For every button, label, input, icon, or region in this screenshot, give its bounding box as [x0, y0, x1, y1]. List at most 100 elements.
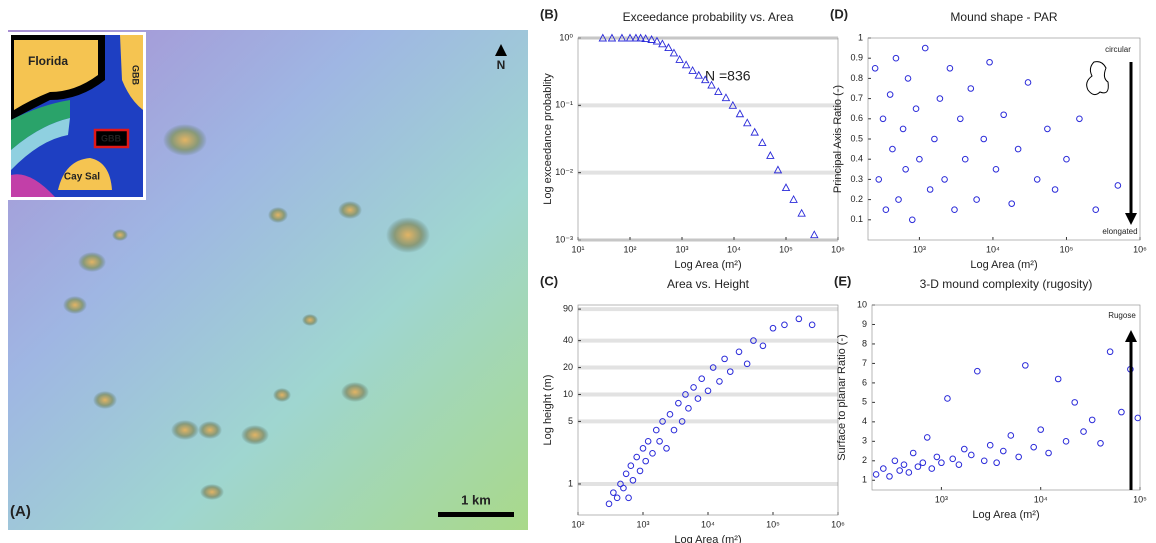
north-label: N: [497, 58, 506, 72]
y-tick-label: 6: [862, 377, 867, 387]
scale-bar: [438, 512, 514, 517]
point: [967, 451, 975, 459]
point: [999, 447, 1007, 455]
point: [923, 434, 931, 441]
point: [700, 75, 710, 84]
point: [1008, 200, 1016, 207]
point: [1033, 176, 1041, 183]
point: [636, 33, 645, 42]
annotation: circular: [1105, 45, 1131, 54]
point: [912, 105, 920, 112]
point: [1015, 453, 1022, 461]
point: [647, 35, 656, 43]
arrow-head: [1125, 213, 1137, 225]
point: [1092, 206, 1100, 213]
point: [949, 455, 957, 463]
point: [704, 387, 712, 395]
point: [726, 368, 734, 375]
y-tick-label: 10⁻²: [555, 167, 573, 177]
point: [773, 165, 783, 174]
point: [658, 39, 667, 48]
x-axis-label: Log Area (m²): [972, 509, 1039, 521]
point: [743, 118, 752, 127]
point: [879, 115, 887, 123]
point: [931, 135, 938, 143]
point: [649, 450, 656, 457]
point: [716, 378, 723, 385]
point: [625, 494, 632, 502]
point: [926, 186, 934, 193]
x-tick-label: 10¹: [571, 244, 584, 254]
point: [872, 471, 880, 478]
inset-label: GBB: [101, 133, 122, 143]
x-tick-label: 10⁴: [1034, 494, 1048, 504]
point: [682, 391, 689, 398]
point: [944, 395, 951, 402]
point: [610, 489, 617, 496]
point: [605, 500, 613, 508]
point: [1030, 443, 1037, 451]
y-axis-label: Principal Axis Ratio (-): [832, 85, 844, 193]
inset-label: GBB: [131, 65, 141, 86]
point: [973, 196, 980, 203]
point: [664, 43, 673, 52]
y-tick-label: 0.8: [850, 73, 863, 83]
point: [633, 453, 641, 461]
point: [694, 70, 704, 79]
x-tick-label: 10³: [675, 244, 688, 254]
point: [666, 411, 674, 418]
point: [642, 457, 649, 465]
point: [789, 195, 798, 203]
point: [766, 151, 775, 159]
point: [946, 65, 954, 72]
point: [758, 138, 767, 147]
y-tick-label: 10⁻³: [555, 234, 573, 244]
point: [889, 145, 896, 153]
point: [797, 208, 806, 217]
x-tick-label: 10⁶: [831, 519, 845, 529]
y-tick-label: 1: [858, 32, 863, 42]
point: [891, 457, 899, 465]
point: [980, 457, 988, 465]
y-axis-label: Log height (m): [542, 375, 554, 446]
point: [1024, 79, 1032, 86]
point: [678, 418, 686, 425]
point: [916, 155, 923, 163]
y-tick-label: 0.4: [850, 154, 863, 164]
point: [735, 109, 745, 118]
y-tick-label: 0.3: [850, 174, 863, 184]
point: [681, 60, 691, 69]
north-arrow: [495, 44, 507, 56]
annotation: Rugose: [1108, 311, 1136, 320]
y-tick-label: 7: [862, 358, 867, 368]
x-tick-label: 10³: [636, 519, 649, 529]
point: [698, 375, 706, 383]
point: [941, 176, 948, 183]
point: [1118, 408, 1125, 416]
point: [641, 34, 650, 43]
chart-title: Mound shape - PAR: [950, 10, 1058, 24]
point: [627, 462, 635, 470]
x-tick-label: 10⁵: [1060, 244, 1074, 254]
point: [905, 469, 913, 476]
x-tick-label: 10⁴: [701, 519, 715, 529]
point: [967, 85, 975, 92]
point: [914, 463, 922, 470]
y-axis-label: Log exceedance probablity: [542, 73, 554, 205]
shape-icon: [1086, 61, 1109, 96]
x-tick-label: 10⁶: [1133, 244, 1147, 254]
point: [620, 484, 627, 492]
point: [795, 315, 803, 323]
y-tick-label: 8: [862, 338, 867, 348]
point: [908, 216, 916, 224]
plot-frame: [577, 304, 839, 516]
y-tick-label: 1: [568, 478, 573, 488]
y-tick-label: 10: [857, 299, 867, 309]
point: [1106, 348, 1114, 356]
point: [636, 467, 644, 475]
point: [992, 166, 1000, 173]
point: [899, 125, 907, 133]
point: [721, 93, 731, 102]
x-axis-label: Log Area (m²): [674, 259, 741, 271]
x-tick-label: 10⁴: [986, 244, 1000, 254]
